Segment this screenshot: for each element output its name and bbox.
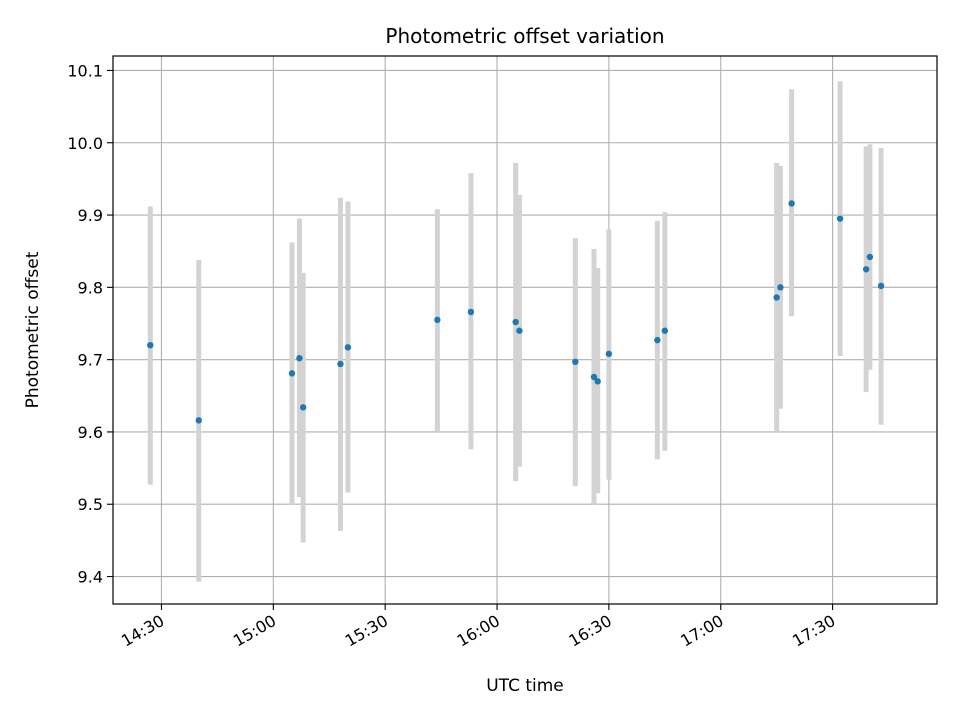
y-tick-label: 9.8 (78, 278, 103, 297)
data-point (590, 373, 598, 381)
data-points (147, 200, 885, 424)
data-point (773, 294, 780, 301)
data-point (866, 253, 874, 261)
y-tick-label: 9.5 (78, 495, 103, 514)
data-point (195, 417, 202, 424)
data-point (344, 344, 352, 351)
data-point (337, 360, 344, 368)
y-tick-label: 9.7 (78, 351, 103, 370)
data-point (777, 284, 784, 291)
data-point (862, 266, 870, 273)
data-point (594, 378, 601, 385)
y-tick-label: 9.4 (78, 568, 103, 587)
y-tick-label: 10.1 (67, 61, 103, 80)
x-axis-label: UTC time (486, 676, 564, 696)
plot-frame (112, 55, 938, 605)
data-point (296, 354, 303, 362)
data-point (654, 336, 661, 344)
data-point (605, 350, 613, 358)
data-point (512, 318, 519, 326)
data-point (661, 327, 669, 334)
data-point (288, 370, 296, 377)
y-axis-ticks: 9.4 9.5 9.6 9.7 9.8 9.9 10.0 10.1 (67, 61, 113, 587)
y-tick-label: 9.9 (78, 206, 103, 225)
grid (113, 56, 937, 604)
y-tick-label: 10.0 (67, 134, 103, 153)
data-point (877, 282, 885, 290)
data-point (299, 404, 307, 411)
data-point (788, 200, 795, 207)
y-axis-label: Photometric offset (23, 251, 43, 408)
y-tick-label: 9.6 (78, 423, 103, 442)
data-point (516, 327, 523, 334)
chart-title: Photometric offset variation (385, 24, 664, 48)
data-point (467, 308, 475, 316)
data-point (147, 341, 154, 349)
data-point (572, 358, 579, 366)
data-point (434, 316, 441, 324)
data-point (836, 215, 844, 222)
